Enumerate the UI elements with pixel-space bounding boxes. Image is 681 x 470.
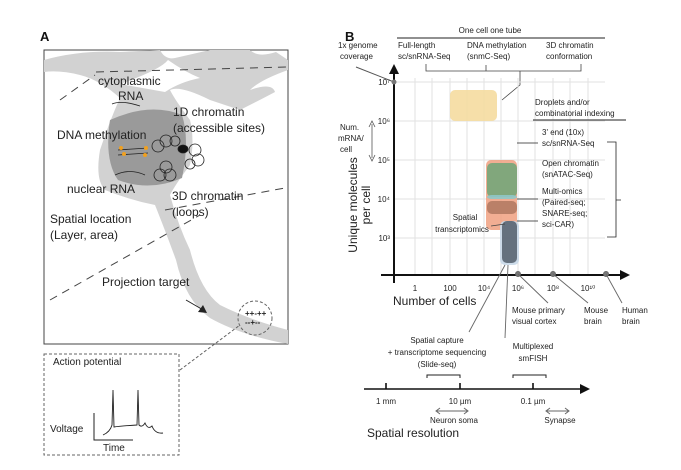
chromatin-3d-label-2: (loops) [172, 205, 209, 219]
neuron-soma-label: Neuron soma [430, 416, 479, 425]
res-tick-10um: 10 µm [449, 397, 472, 406]
spatial-capture-label: Spatial capture [410, 336, 464, 345]
atac-region [487, 195, 517, 199]
atac-label-2: (snATAC-Seq) [542, 170, 593, 179]
y-tick-label: 10⁷ [378, 78, 390, 87]
dna-methylation-method: DNA methylation [467, 41, 527, 50]
rna-10x-label-2: sc/snRNA-Seq [542, 139, 594, 148]
genome-coverage-point [391, 79, 397, 85]
cytoplasmic-rna-label-2: RNA [118, 89, 143, 103]
rna-10x-label: 3' end (10x) [542, 128, 584, 137]
axon-zoom-circle [237, 300, 273, 336]
spatial-capture-label-2: + transcriptome sequencing [388, 348, 487, 357]
rna-10x-region [487, 163, 517, 197]
x-axis-label: Number of cells [393, 294, 476, 308]
method-regions [450, 90, 519, 265]
resolution-axis-label: Spatial resolution [367, 426, 459, 440]
arrow-icon [198, 305, 207, 313]
action-potential-title: Action potential [53, 357, 121, 368]
chromatin-1d-label: 1D chromatin [173, 105, 244, 119]
charges-top: ++-++ [245, 309, 267, 318]
spatial-transcriptomics-label: Spatial [453, 213, 478, 222]
methylation-marks [119, 146, 148, 157]
mouse-brain-label: Mouse [584, 306, 609, 315]
droplets-label: Droplets and/or [535, 98, 590, 107]
x-tick-label: 1 [413, 284, 418, 293]
panel-a-label: A [40, 29, 50, 44]
x-tick-label: 10⁶ [512, 284, 524, 293]
chromatin-conformation-label-2: conformation [546, 52, 592, 61]
multiomics-label: Multi-omics [542, 187, 582, 196]
mouse-v1-label-2: visual cortex [512, 317, 556, 326]
human-brain-label-2: brain [622, 317, 640, 326]
x-tick-label: 10⁸ [547, 284, 559, 293]
x-tick-label: 100 [443, 284, 457, 293]
projection-target-label: Projection target [102, 275, 190, 289]
y-axis-label-2: per cell [359, 186, 373, 225]
synapse-label: Synapse [544, 416, 576, 425]
panel-b-label: B [345, 29, 354, 44]
genome-coverage-label-2: coverage [340, 52, 373, 61]
res-tick-1mm: 1 mm [376, 397, 396, 406]
reference-points [468, 264, 623, 339]
spatial-region [502, 221, 517, 263]
nuclear-rna-label: nuclear RNA [67, 182, 135, 196]
droplets-label-2: combinatorial indexing [535, 109, 615, 118]
chart-grid [394, 78, 605, 275]
time-label: Time [103, 443, 125, 454]
chromatin-3d-label: 3D chromatin [172, 189, 243, 203]
one-cell-one-tube-label: One cell one tube [459, 26, 522, 35]
atac-label: Open chromatin [542, 159, 599, 168]
action-potential-inset: Action potential Voltage Time [43, 353, 180, 456]
mouse-v1-label: Mouse primary [512, 306, 565, 315]
cytoplasmic-rna-label: cytoplasmic [98, 74, 161, 88]
smfish-label: Multiplexed [513, 342, 553, 351]
y-tick-label: 10⁶ [378, 117, 390, 126]
num-mrna-label-3: cell [340, 145, 352, 154]
spatial-transcriptomics-label-2: transcriptomics [435, 225, 489, 234]
num-mrna-label-2: mRNA/ [338, 134, 365, 143]
mouse-brain-label-2: brain [584, 317, 602, 326]
voltage-trace [102, 389, 164, 436]
y-tick-label: 10⁵ [378, 156, 390, 165]
full-length-label-2: sc/snRNA-Seq [398, 52, 450, 61]
chromatin-conformation-label: 3D chromatin [546, 41, 594, 50]
num-mrna-label: Num. [340, 123, 359, 132]
smfish-label-2: smFISH [519, 354, 548, 363]
multiomics-label-4: sci-CAR) [542, 220, 574, 229]
multiomics-dark-region [487, 201, 517, 214]
full-length-region [450, 90, 497, 121]
multiomics-label-2: (Paired-seq; [542, 198, 586, 207]
spatial-location-label-2: (Layer, area) [50, 228, 118, 242]
voltage-label: Voltage [50, 424, 84, 435]
x-tick-label: 10¹⁰ [581, 284, 596, 293]
resolution-axis [364, 374, 590, 415]
chromatin-1d-label-2: (accessible sites) [173, 121, 265, 135]
double-arrow-icon [368, 120, 376, 162]
dna-methylation-label: DNA methylation [57, 128, 146, 142]
dna-methylation-method-2: (snmC-Seq) [467, 52, 510, 61]
full-length-label: Full-length [398, 41, 435, 50]
spatial-location-label: Spatial location [50, 212, 131, 226]
res-tick-01um: 0.1 µm [521, 397, 546, 406]
human-brain-label: Human [622, 306, 648, 315]
neuron-panel: cytoplasmic RNA 1D chromatin (accessible… [43, 49, 289, 371]
y-tick-label: 10⁴ [378, 195, 391, 204]
multiomics-label-3: SNARE-seq; [542, 209, 587, 218]
x-tick-label: 10⁴ [478, 284, 491, 293]
y-tick-label: 10³ [378, 234, 390, 243]
y-axis-label: Unique molecules [346, 157, 360, 252]
charges-bottom: --+-- [245, 318, 261, 327]
chromatin-drawing [111, 102, 205, 182]
spatial-capture-label-3: (Slide-seq) [418, 360, 457, 369]
genome-coverage-label: 1x genome [338, 41, 378, 50]
